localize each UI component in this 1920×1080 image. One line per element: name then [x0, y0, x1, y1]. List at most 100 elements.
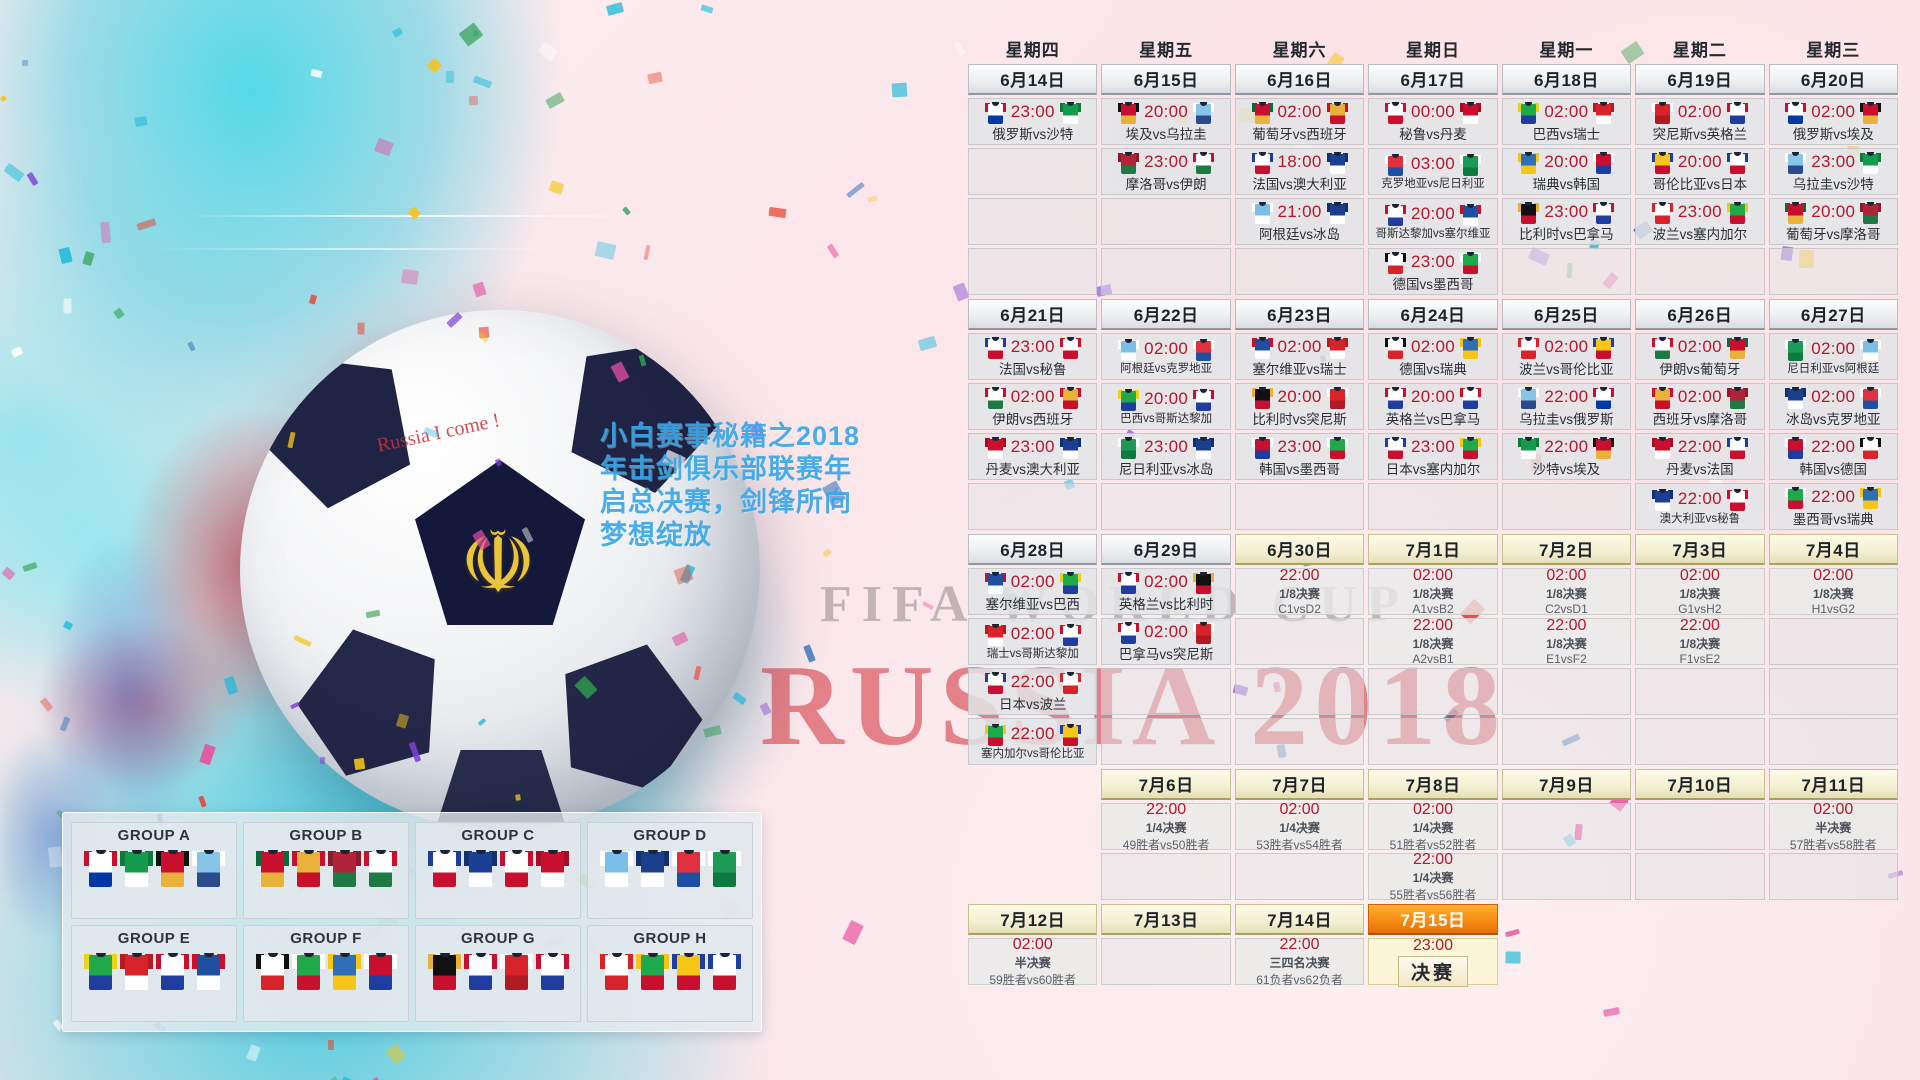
- date-header[interactable]: 6月26日: [1635, 299, 1765, 330]
- date-header[interactable]: 6月15日: [1101, 64, 1231, 95]
- knockout-match-cell[interactable]: 22:00 1/8决赛 C1vsD2: [1234, 567, 1365, 616]
- match-cell[interactable]: 02:00 俄罗斯vs埃及: [1768, 98, 1898, 145]
- knockout-match-cell[interactable]: 02:00 1/8决赛 A1vsB2: [1368, 567, 1498, 616]
- knockout-match-cell[interactable]: 02:00 半决赛 57胜者vs58胜者: [1768, 801, 1898, 852]
- date-header[interactable]: 6月30日: [1234, 534, 1365, 565]
- match-cell[interactable]: 02:00 伊朗vs西班牙: [968, 383, 1098, 430]
- match-cell[interactable]: 22:00 澳大利亚vs秘鲁: [1635, 483, 1765, 530]
- match-cell[interactable]: 02:00 塞尔维亚vs巴西: [968, 568, 1098, 615]
- match-cell[interactable]: 02:00 伊朗vs葡萄牙: [1635, 333, 1765, 380]
- date-header[interactable]: 6月19日: [1635, 64, 1765, 95]
- match-cell[interactable]: 23:00 德国vs墨西哥: [1368, 248, 1498, 295]
- date-header[interactable]: 6月20日: [1768, 64, 1898, 95]
- knockout-match-cell[interactable]: 02:00 1/8决赛 G1vsH2: [1635, 567, 1765, 616]
- group-box-e[interactable]: GROUP E: [71, 925, 237, 1022]
- match-cell[interactable]: 23:00 法国vs秘鲁: [968, 333, 1098, 380]
- knockout-match-cell[interactable]: 22:00 1/8决赛 F1vsE2: [1635, 617, 1765, 666]
- group-box-c[interactable]: GROUP C: [415, 822, 581, 919]
- match-cell[interactable]: 23:00 摩洛哥vs伊朗: [1101, 148, 1231, 195]
- match-cell[interactable]: 18:00 法国vs澳大利亚: [1234, 148, 1365, 195]
- match-cell[interactable]: 23:00 波兰vs塞内加尔: [1635, 198, 1765, 245]
- date-header[interactable]: 6月22日: [1101, 299, 1231, 330]
- knockout-match-cell[interactable]: 22:00 1/8决赛 E1vsF2: [1501, 617, 1632, 666]
- match-cell[interactable]: 02:00 波兰vs哥伦比亚: [1501, 333, 1632, 380]
- match-cell[interactable]: 22:00 墨西哥vs瑞典: [1768, 483, 1898, 530]
- match-cell[interactable]: 20:00 巴西vs哥斯达黎加: [1101, 383, 1231, 430]
- date-header[interactable]: 6月25日: [1501, 299, 1632, 330]
- date-header[interactable]: 7月4日: [1768, 534, 1898, 565]
- knockout-match-cell[interactable]: 02:00 1/4决赛 53胜者vs54胜者: [1234, 801, 1365, 852]
- match-cell[interactable]: 02:00 阿根廷vs克罗地亚: [1101, 333, 1231, 380]
- match-cell[interactable]: 02:00 巴拿马vs突尼斯: [1101, 618, 1231, 665]
- date-header[interactable]: 7月13日: [1101, 904, 1231, 935]
- match-cell[interactable]: 20:00 哥伦比亚vs日本: [1635, 148, 1765, 195]
- match-cell[interactable]: 02:00 瑞士vs哥斯达黎加: [968, 618, 1098, 665]
- knockout-match-cell[interactable]: 02:00 1/8决赛 C2vsD1: [1501, 567, 1632, 616]
- knockout-match-cell[interactable]: 02:00 1/4决赛 51胜者vs52胜者: [1368, 801, 1498, 852]
- group-box-h[interactable]: GROUP H: [587, 925, 753, 1022]
- match-cell[interactable]: 02:00 英格兰vs比利时: [1101, 568, 1231, 615]
- group-box-g[interactable]: GROUP G: [415, 925, 581, 1022]
- date-header[interactable]: 7月3日: [1635, 534, 1765, 565]
- final-match-cell[interactable]: 23:00 决赛: [1368, 937, 1498, 987]
- date-header[interactable]: 7月7日: [1234, 769, 1365, 800]
- date-header[interactable]: 6月29日: [1101, 534, 1231, 565]
- match-cell[interactable]: 02:00 德国vs瑞典: [1368, 333, 1498, 380]
- match-cell[interactable]: 23:00 乌拉圭vs沙特: [1768, 148, 1898, 195]
- match-cell[interactable]: 00:00 秘鲁vs丹麦: [1368, 98, 1498, 145]
- knockout-match-cell[interactable]: 22:00 1/4决赛 55胜者vs56胜者: [1368, 851, 1498, 902]
- date-header[interactable]: 7月6日: [1101, 769, 1231, 800]
- match-cell[interactable]: 02:00 葡萄牙vs西班牙: [1234, 98, 1365, 145]
- date-header[interactable]: 7月14日: [1234, 904, 1365, 935]
- match-cell[interactable]: 23:00 日本vs塞内加尔: [1368, 433, 1498, 480]
- date-header[interactable]: 7月11日: [1768, 769, 1898, 800]
- date-header[interactable]: 6月23日: [1234, 299, 1365, 330]
- match-cell[interactable]: 22:00 韩国vs德国: [1768, 433, 1898, 480]
- match-cell[interactable]: 20:00 瑞典vs韩国: [1501, 148, 1632, 195]
- knockout-match-cell[interactable]: 22:00 1/8决赛 A2vsB1: [1368, 617, 1498, 666]
- match-cell[interactable]: 23:00 丹麦vs澳大利亚: [968, 433, 1098, 480]
- match-cell[interactable]: 23:00 俄罗斯vs沙特: [968, 98, 1098, 145]
- match-cell[interactable]: 23:00 韩国vs墨西哥: [1234, 433, 1365, 480]
- match-cell[interactable]: 03:00 克罗地亚vs尼日利亚: [1368, 148, 1498, 195]
- match-cell[interactable]: 02:00 巴西vs瑞士: [1501, 98, 1632, 145]
- date-header[interactable]: 6月28日: [968, 534, 1098, 565]
- date-header[interactable]: 6月27日: [1768, 299, 1898, 330]
- match-cell[interactable]: 20:00 比利时vs突尼斯: [1234, 383, 1365, 430]
- group-box-a[interactable]: GROUP A: [71, 822, 237, 919]
- match-cell[interactable]: 23:00 尼日利亚vs冰岛: [1101, 433, 1231, 480]
- date-header[interactable]: 7月1日: [1368, 534, 1498, 565]
- match-cell[interactable]: 20:00 埃及vs乌拉圭: [1101, 98, 1231, 145]
- match-cell[interactable]: 02:00 西班牙vs摩洛哥: [1635, 383, 1765, 430]
- date-header[interactable]: 6月16日: [1234, 64, 1365, 95]
- date-header[interactable]: 7月15日: [1368, 904, 1498, 935]
- date-header[interactable]: 6月14日: [968, 64, 1098, 95]
- match-cell[interactable]: 20:00 英格兰vs巴拿马: [1368, 383, 1498, 430]
- knockout-match-cell[interactable]: 22:00 1/4决赛 49胜者vs50胜者: [1101, 801, 1231, 852]
- match-cell[interactable]: 22:00 塞内加尔vs哥伦比亚: [968, 718, 1098, 765]
- group-box-d[interactable]: GROUP D: [587, 822, 753, 919]
- date-header[interactable]: 6月24日: [1368, 299, 1498, 330]
- match-cell[interactable]: 21:00 阿根廷vs冰岛: [1234, 198, 1365, 245]
- date-header[interactable]: 6月18日: [1501, 64, 1632, 95]
- match-cell[interactable]: 22:00 丹麦vs法国: [1635, 433, 1765, 480]
- match-cell[interactable]: 02:00 冰岛vs克罗地亚: [1768, 383, 1898, 430]
- knockout-match-cell[interactable]: 02:00 半决赛 59胜者vs60胜者: [968, 936, 1098, 987]
- match-cell[interactable]: 22:00 日本vs波兰: [968, 668, 1098, 715]
- date-header[interactable]: 7月9日: [1501, 769, 1632, 800]
- date-header[interactable]: 7月8日: [1368, 769, 1498, 800]
- date-header[interactable]: 6月21日: [968, 299, 1098, 330]
- match-cell[interactable]: 02:00 塞尔维亚vs瑞士: [1234, 333, 1365, 380]
- date-header[interactable]: 6月17日: [1368, 64, 1498, 95]
- group-box-f[interactable]: GROUP F: [243, 925, 409, 1022]
- date-header[interactable]: 7月10日: [1635, 769, 1765, 800]
- date-header[interactable]: 7月12日: [968, 904, 1098, 935]
- match-cell[interactable]: 20:00 哥斯达黎加vs塞尔维亚: [1368, 198, 1498, 245]
- match-cell[interactable]: 02:00 尼日利亚vs阿根廷: [1768, 333, 1898, 380]
- knockout-match-cell[interactable]: 22:00 三四名决赛 61负者vs62负者: [1234, 936, 1365, 987]
- match-cell[interactable]: 22:00 乌拉圭vs俄罗斯: [1501, 383, 1632, 430]
- match-cell[interactable]: 23:00 比利时vs巴拿马: [1501, 198, 1632, 245]
- match-cell[interactable]: 02:00 突尼斯vs英格兰: [1635, 98, 1765, 145]
- match-cell[interactable]: 20:00 葡萄牙vs摩洛哥: [1768, 198, 1898, 245]
- match-cell[interactable]: 22:00 沙特vs埃及: [1501, 433, 1632, 480]
